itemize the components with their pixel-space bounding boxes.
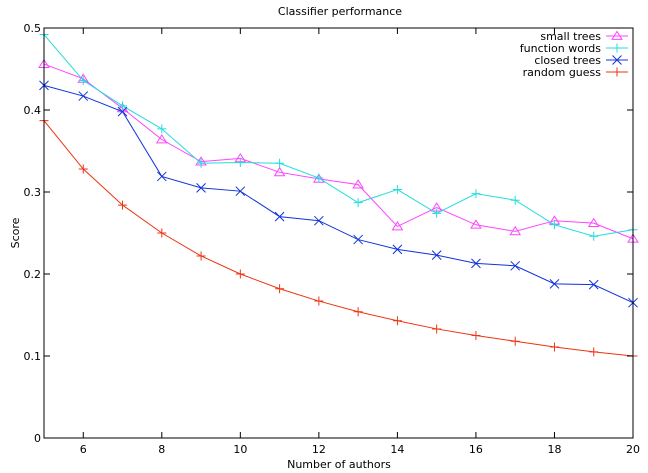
data-point xyxy=(196,158,206,168)
y-tick-label: 0.4 xyxy=(24,104,42,117)
data-point xyxy=(549,342,559,352)
series-line xyxy=(43,84,634,304)
y-axis: 0 0.1 0.2 0.3 0.4 0.5 xyxy=(24,22,633,445)
x-tick-label: 14 xyxy=(390,443,404,456)
y-tick-label: 0.5 xyxy=(24,22,42,35)
data-point xyxy=(314,215,324,226)
data-point xyxy=(432,324,442,334)
legend-marker xyxy=(611,30,623,40)
plot-frame xyxy=(43,27,634,439)
data-point xyxy=(352,179,364,189)
data-point xyxy=(155,134,168,144)
data-point xyxy=(353,198,363,208)
data-point xyxy=(549,220,559,230)
data-point xyxy=(549,278,560,289)
data-point xyxy=(471,189,481,199)
series-random-guess xyxy=(39,116,638,361)
data-point xyxy=(118,200,128,210)
x-tick-label: 10 xyxy=(233,443,247,456)
y-tick-label: 0.2 xyxy=(24,268,42,281)
data-point xyxy=(587,217,600,228)
y-tick-label: 0 xyxy=(34,432,41,445)
chart-title: Classifier performance xyxy=(278,5,402,18)
y-tick-label: 0.1 xyxy=(24,350,42,363)
series-line xyxy=(43,63,634,240)
data-point xyxy=(156,171,167,182)
data-point xyxy=(314,296,324,306)
x-tick-label: 8 xyxy=(158,443,165,456)
data-point xyxy=(392,316,402,326)
series-line xyxy=(43,34,634,237)
data-point xyxy=(78,91,89,101)
data-point xyxy=(589,231,599,241)
series-closed-trees xyxy=(39,80,638,308)
y-tick-label: 0.3 xyxy=(24,186,42,199)
data-point xyxy=(470,219,482,229)
data-point xyxy=(471,331,481,340)
y-axis-label: Score xyxy=(9,217,22,248)
legend-marker xyxy=(612,43,622,53)
legend-label: closed trees xyxy=(534,54,601,67)
data-point xyxy=(510,336,520,346)
x-axis: 6 8 10 12 14 16 18 20 xyxy=(80,28,640,456)
data-point xyxy=(235,269,245,279)
data-point xyxy=(275,284,285,294)
data-point xyxy=(196,251,206,261)
legend-marker xyxy=(612,55,622,65)
x-tick-label: 6 xyxy=(80,443,87,456)
x-axis-label: Number of authors xyxy=(287,458,391,471)
series-small-trees xyxy=(38,58,639,243)
data-point xyxy=(392,244,403,255)
series-function-words xyxy=(39,30,638,241)
data-point xyxy=(196,183,206,193)
data-point xyxy=(589,347,599,357)
series-line xyxy=(43,120,634,357)
legend-label: small trees xyxy=(540,30,601,43)
data-point xyxy=(353,234,363,245)
data-point xyxy=(274,211,285,222)
data-point xyxy=(157,228,167,238)
data-point xyxy=(588,279,599,290)
data-point xyxy=(471,258,481,269)
data-point xyxy=(275,158,285,168)
plot-area xyxy=(38,30,639,361)
data-point xyxy=(235,186,246,197)
data-point xyxy=(432,208,442,218)
data-point xyxy=(118,101,128,111)
data-point xyxy=(78,164,88,174)
data-point xyxy=(235,157,245,167)
legend-label: function words xyxy=(520,42,601,55)
x-tick-label: 12 xyxy=(312,443,326,456)
data-point xyxy=(510,260,521,271)
data-point xyxy=(509,225,522,236)
data-point xyxy=(353,307,363,317)
data-point xyxy=(273,166,286,177)
data-point xyxy=(117,106,128,117)
legend-marker xyxy=(612,67,622,77)
x-tick-label: 20 xyxy=(626,443,640,456)
x-tick-label: 16 xyxy=(469,443,483,456)
data-point xyxy=(391,221,404,231)
data-point xyxy=(431,250,442,260)
data-point xyxy=(392,185,402,195)
legend-label: random guess xyxy=(523,66,602,79)
data-point xyxy=(510,195,520,205)
data-point xyxy=(314,173,324,183)
data-point xyxy=(157,124,167,134)
x-tick-label: 18 xyxy=(547,443,561,456)
data-point xyxy=(78,75,88,85)
